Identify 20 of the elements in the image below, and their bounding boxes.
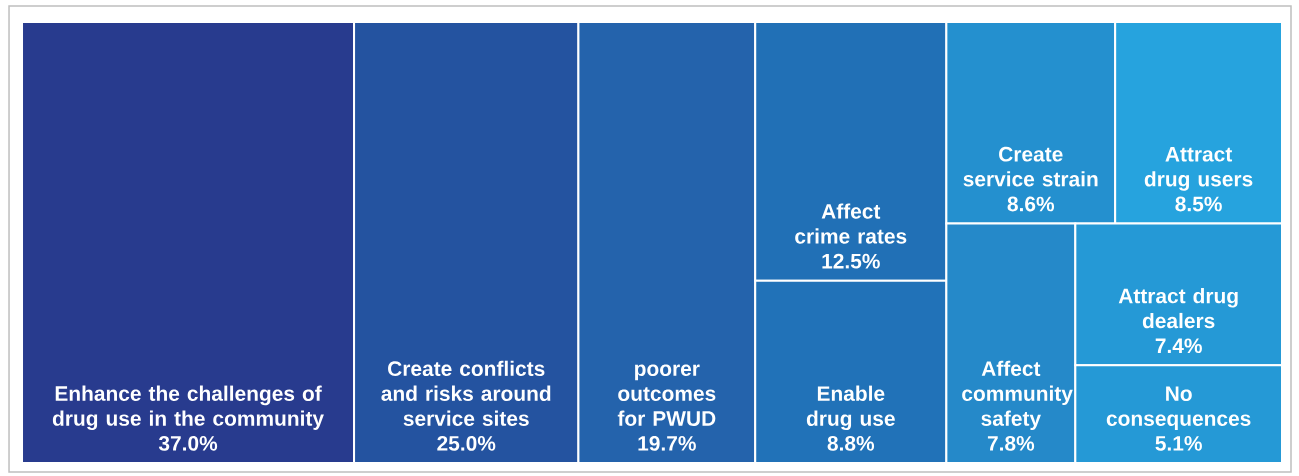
category-label: Create service strain [963,146,1098,187]
category-label: poorer outcomes for PWUD [617,364,716,426]
category-label: Attract drug users [1144,147,1253,191]
category-label: Create conflicts and risks around service sites [381,360,551,426]
category-label: Attract drug dealers [1118,287,1238,329]
data-label: 5.1% [1155,436,1202,451]
data-label: 8.5% [1175,196,1222,212]
data-label: 25.0% [437,435,496,451]
data-label: 37.0% [158,435,218,451]
category-label: Enable drug use [806,385,895,431]
data-label: 19.7% [638,435,696,451]
category-label: Enhance the challenges of drug use in the community [52,385,324,431]
data-label: 12.5% [822,253,880,269]
data-label: 8.6% [1007,196,1055,212]
category-label: Affect crime rates [795,203,907,244]
data-label: 7.4% [1155,338,1202,354]
category-label: Affect community safety [962,360,1073,431]
data-label: 7.8% [987,435,1035,451]
category-label: No consequences [1106,386,1251,431]
data-label: 8.8% [827,435,875,451]
